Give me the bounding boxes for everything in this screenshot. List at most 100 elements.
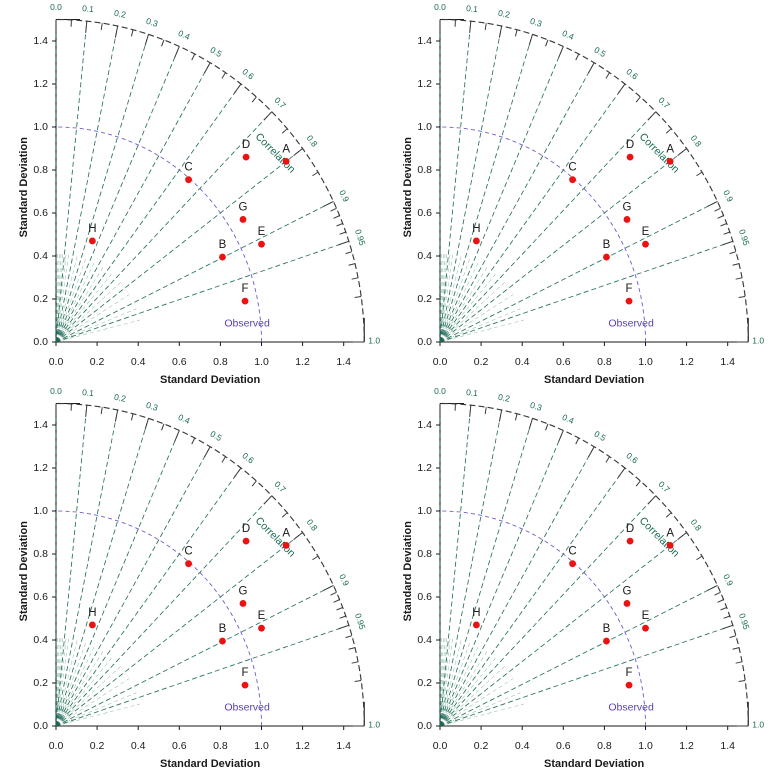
data-point-F[interactable] [241, 297, 249, 305]
data-point-E[interactable] [258, 240, 265, 248]
data-point-label-E: E [258, 610, 266, 622]
taylor-diagram-top-left: 0.0 0.1 0.2 0.3 0.4 0.5 0.6 0.7 0.8 0.9 0.95 1.0 Cor… [18, 2, 380, 384]
data-point-label-H: H [88, 223, 96, 235]
data-point-H[interactable] [472, 237, 480, 245]
correlation-tick-label: 0.0 [434, 386, 446, 396]
data-point-H[interactable] [88, 237, 96, 245]
data-point-A[interactable] [282, 542, 290, 549]
y-tick-label: 0.0 [33, 720, 48, 732]
data-point-A[interactable] [666, 542, 674, 549]
y-axis: 0.0 0.2 0.4 0.6 0.8 1.0 1.2 1.4 Standard Deviati… [18, 419, 56, 732]
data-point-G[interactable] [623, 600, 631, 607]
data-point-label-H: H [472, 223, 480, 235]
y-tick-label: 0.8 [417, 164, 432, 176]
data-point-F[interactable] [625, 681, 633, 689]
data-point-label-C: C [568, 546, 576, 558]
correlation-tick-label: 0.6 [624, 66, 640, 81]
data-point-E[interactable] [258, 624, 265, 632]
data-point-label-B: B [603, 623, 611, 635]
x-axis: 0.0 0.2 0.4 0.6 0.8 1.0 1.2 1.4 Standard Deviati… [49, 726, 351, 768]
x-tick-label: 1.2 [679, 740, 694, 752]
y-tick-label: 0.6 [33, 591, 48, 603]
correlation-tick-label: 0.7 [272, 95, 288, 111]
taylor-diagram-top-right: 0.0 0.1 0.2 0.3 0.4 0.5 0.6 0.7 0.8 0.9 0.95 1.0 Cor… [402, 2, 764, 384]
data-point-G[interactable] [623, 216, 631, 223]
data-point-E[interactable] [642, 240, 649, 248]
correlation-tick-label: 0.5 [209, 45, 224, 60]
correlation-tick-label: 0.9 [721, 188, 735, 203]
data-point-D[interactable] [626, 153, 634, 161]
data-point-label-F: F [626, 667, 633, 679]
data-point-C[interactable] [569, 560, 576, 568]
data-point-H[interactable] [472, 621, 480, 629]
panel-bottom-left: 0.0 0.1 0.2 0.3 0.4 0.5 0.6 0.7 0.8 0.9 0.95 1.0 Cor… [0, 384, 384, 768]
correlation-radial-gridlines [439, 19, 733, 343]
data-point-B[interactable] [603, 253, 610, 261]
data-point-B[interactable] [219, 253, 226, 261]
correlation-tick-label: 0.5 [209, 429, 224, 444]
y-tick-label: 0.2 [33, 293, 48, 305]
y-tick-label: 0.6 [417, 207, 432, 219]
data-point-label-G: G [239, 585, 248, 597]
y-axis-label: Standard Deviation [18, 137, 30, 238]
x-tick-label: 0.2 [474, 740, 489, 752]
data-point-label-D: D [626, 139, 634, 151]
data-point-F[interactable] [625, 297, 633, 305]
x-tick-label: 1.4 [336, 740, 351, 752]
data-point-label-A: A [282, 527, 290, 539]
y-axis: 0.0 0.2 0.4 0.6 0.8 1.0 1.2 1.4 Standard Deviati… [402, 419, 440, 732]
y-tick-label: 0.6 [33, 207, 48, 219]
y-tick-label: 0.8 [417, 548, 432, 560]
data-point-A[interactable] [666, 158, 674, 165]
y-tick-label: 0.2 [417, 293, 432, 305]
data-point-label-G: G [239, 201, 248, 213]
y-tick-label: 0.6 [417, 591, 432, 603]
data-point-label-H: H [472, 607, 480, 619]
data-point-A[interactable] [282, 158, 290, 165]
data-point-B[interactable] [219, 637, 226, 645]
observed-label: Observed [608, 318, 654, 330]
x-axis: 0.0 0.2 0.4 0.6 0.8 1.0 1.2 1.4 Standard Deviati… [49, 342, 351, 384]
correlation-radial-gridlines [439, 403, 733, 727]
x-tick-label: 0.8 [597, 356, 612, 368]
data-point-E[interactable] [642, 624, 649, 632]
data-point-label-D: D [626, 523, 634, 535]
y-axis-label: Standard Deviation [402, 137, 414, 238]
correlation-tick-label: 0.4 [177, 28, 192, 42]
data-point-C[interactable] [185, 176, 192, 184]
data-point-label-F: F [242, 283, 249, 295]
data-point-label-B: B [219, 239, 227, 251]
correlation-tick-label: 0.0 [434, 2, 446, 12]
x-tick-label: 0.4 [131, 356, 146, 368]
x-tick-label: 0.6 [556, 356, 571, 368]
correlation-tick-label: 0.95 [737, 228, 752, 247]
y-tick-label: 0.2 [417, 677, 432, 689]
y-tick-label: 1.0 [417, 121, 432, 133]
correlation-tick-label: 0.1 [82, 387, 95, 398]
correlation-tick-label: 0.8 [689, 133, 704, 149]
correlation-tick-marks [439, 19, 749, 343]
radial-axis-label: Correlation [637, 131, 682, 176]
data-point-F[interactable] [241, 681, 249, 689]
correlation-tick-label: 1.0 [368, 335, 380, 345]
data-point-G[interactable] [239, 600, 247, 607]
correlation-tick-marks [55, 19, 365, 343]
correlation-tick-label: 0.6 [240, 450, 256, 465]
y-tick-label: 0.8 [33, 548, 48, 560]
x-axis: 0.0 0.2 0.4 0.6 0.8 1.0 1.2 1.4 Standard Deviati… [433, 726, 735, 768]
data-point-D[interactable] [242, 537, 250, 545]
correlation-tick-label: 0.4 [177, 412, 192, 426]
x-axis-label: Standard Deviation [544, 758, 645, 768]
outer-correlation-arc [439, 402, 749, 727]
data-point-D[interactable] [626, 537, 634, 545]
data-point-D[interactable] [242, 153, 250, 161]
data-point-B[interactable] [603, 637, 610, 645]
data-point-C[interactable] [185, 560, 192, 568]
data-point-C[interactable] [569, 176, 576, 184]
x-tick-label: 1.2 [679, 356, 694, 368]
data-point-G[interactable] [239, 216, 247, 223]
x-tick-label: 1.4 [336, 356, 351, 368]
x-axis-label: Standard Deviation [160, 374, 261, 384]
data-point-H[interactable] [88, 621, 96, 629]
outer-correlation-arc [55, 402, 365, 727]
